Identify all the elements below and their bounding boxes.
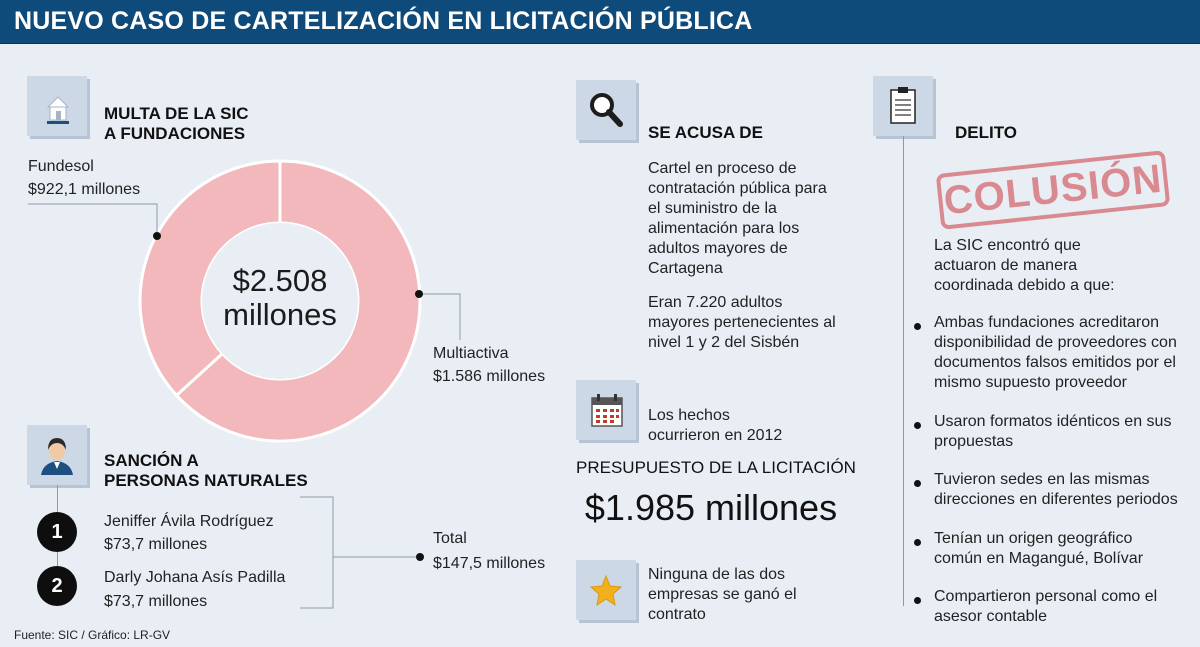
delito-icon-box [873, 76, 933, 136]
source-credit: Fuente: SIC / Gráfico: LR-GV [14, 628, 171, 642]
page-title: NUEVO CASO DE CARTELIZACIÓN EN LICITACIÓ… [14, 7, 753, 35]
reason-5: Compartieron personal como el asesor con… [934, 587, 1157, 627]
multiactiva-name: Multiactiva [433, 345, 509, 362]
reason-bullet [914, 480, 921, 487]
person-2-amount: $73,7 millones [104, 593, 208, 610]
fundesol-leader-line [28, 203, 158, 236]
presupuesto-value: $1.985 millones [584, 487, 838, 528]
acusa-line: contratación pública para [648, 180, 827, 197]
ninguna-text: Ninguna de las dos empresas se ganó el c… [648, 565, 797, 625]
total-label: Total [433, 530, 467, 547]
hechos-line1: Los hechos [648, 407, 730, 424]
fundesol-leader-dot [153, 232, 161, 240]
acusa-line: el suministro de la [648, 200, 777, 217]
multiactiva-value: $1.586 millones [433, 368, 546, 385]
multa-title: MULTA DE LA SIC A FUNDACIONES [104, 104, 248, 144]
person-1-amount: $73,7 millones [104, 536, 208, 553]
acusa-extra-line: mayores pertenecientes al [648, 314, 836, 331]
acusa-extra-line: Eran 7.220 adultos [648, 294, 783, 311]
reason-line: disponibilidad de proveedores con [934, 334, 1177, 351]
sancion-title: SANCIÓN A PERSONAS NATURALES [104, 451, 308, 491]
multa-icon-box [27, 76, 87, 136]
donut-chart [28, 159, 461, 443]
acusa-extra: Eran 7.220 adultos mayores perteneciente… [648, 293, 836, 353]
multiactiva-leader-dot [415, 290, 423, 298]
star-icon [589, 574, 623, 607]
reason-line: común en Magangué, Bolívar [934, 550, 1144, 567]
acusa-line: adultos mayores de [648, 240, 788, 257]
reason-line: Tenían un origen geográfico [934, 530, 1133, 547]
fundesol-name: Fundesol [28, 158, 94, 175]
sancion-title-line1: SANCIÓN A [104, 451, 199, 470]
reason-1: Ambas fundaciones acreditaron disponibil… [934, 313, 1177, 393]
reason-line: Compartieron personal como el [934, 588, 1158, 605]
reason-line: asesor contable [934, 608, 1047, 625]
ninguna-line: empresas se ganó el [648, 586, 797, 603]
multa-title-line2: A FUNDACIONES [104, 124, 246, 143]
person-1-name: Jeniffer Ávila Rodríguez [104, 513, 274, 530]
total-bracket [300, 496, 424, 609]
multiactiva-leader-line [419, 293, 461, 340]
delito-intro: La SIC encontró que actuaron de manera c… [934, 236, 1115, 296]
hechos-text: Los hechos ocurrieron en 2012 [648, 406, 782, 446]
acusa-icon-box [576, 80, 636, 140]
reason-4: Tenían un origen geográfico común en Mag… [934, 529, 1143, 569]
donut-center-label: $2.508 millones [200, 264, 360, 332]
hechos-line2: ocurrieron en 2012 [648, 427, 783, 444]
sancion-icon-box [27, 425, 87, 485]
ninguna-line: contrato [648, 606, 706, 623]
delito-intro-line: La SIC encontró que [934, 237, 1081, 254]
acusa-line: Cartagena [648, 260, 723, 277]
acusa-line: alimentación para los [648, 220, 800, 237]
delito-intro-line: actuaron de manera [934, 257, 1078, 274]
person-number-1: 1 [37, 512, 77, 552]
person-number-2: 2 [37, 566, 77, 606]
person-icon [41, 438, 73, 475]
acusa-title: SE ACUSA DE [648, 123, 763, 142]
total-value: $147,5 millones [433, 555, 546, 572]
acusa-description: Cartel en proceso de contratación públic… [648, 159, 827, 279]
reason-line: Usaron formatos idénticos en sus [934, 413, 1172, 430]
header-bar [0, 0, 1200, 44]
delito-connector-line [903, 136, 904, 606]
donut-center-unit: millones [223, 297, 337, 332]
multa-title-line1: MULTA DE LA SIC [104, 104, 249, 123]
calendar-icon [591, 394, 623, 427]
hechos-icon-box [576, 380, 636, 440]
reason-2: Usaron formatos idénticos en sus propues… [934, 412, 1171, 452]
house-icon [46, 96, 70, 124]
sancion-title-line2: PERSONAS NATURALES [104, 471, 308, 490]
reason-bullet [914, 422, 921, 429]
reason-3: Tuvieron sedes en las mismas direcciones… [934, 470, 1178, 510]
delito-intro-line: coordinada debido a que: [934, 277, 1115, 294]
acusa-line: Cartel en proceso de [648, 160, 797, 177]
colusion-stamp-text: COLUSIÓN [941, 156, 1165, 224]
reason-bullet [914, 539, 921, 546]
donut-hole [202, 223, 358, 379]
clipboard-icon [890, 87, 916, 124]
donut-center-value: $2.508 [232, 263, 328, 298]
presupuesto-title: PRESUPUESTO DE LA LICITACIÓN [576, 458, 856, 477]
acusa-extra-line: nivel 1 y 2 del Sisbén [648, 334, 800, 351]
reason-line: mismo supuesto proveedor [934, 374, 1127, 391]
reason-line: direcciones en diferentes periodos [934, 491, 1178, 508]
reason-line: documentos falsos emitidos por el [934, 354, 1176, 371]
magnifier-icon [590, 93, 623, 127]
fundesol-value: $922,1 millones [28, 181, 141, 198]
reason-line: Ambas fundaciones acreditaron [934, 314, 1160, 331]
ninguna-line: Ninguna de las dos [648, 566, 785, 583]
colusion-stamp: COLUSIÓN [935, 150, 1171, 230]
reason-line: Tuvieron sedes en las mismas [934, 471, 1150, 488]
delito-title: DELITO [955, 123, 1018, 142]
ninguna-icon-box [576, 560, 636, 620]
reason-bullet [914, 597, 921, 604]
reason-bullet [914, 323, 921, 330]
reason-line: propuestas [934, 433, 1014, 450]
person-2-name: Darly Johana Asís Padilla [104, 569, 286, 586]
